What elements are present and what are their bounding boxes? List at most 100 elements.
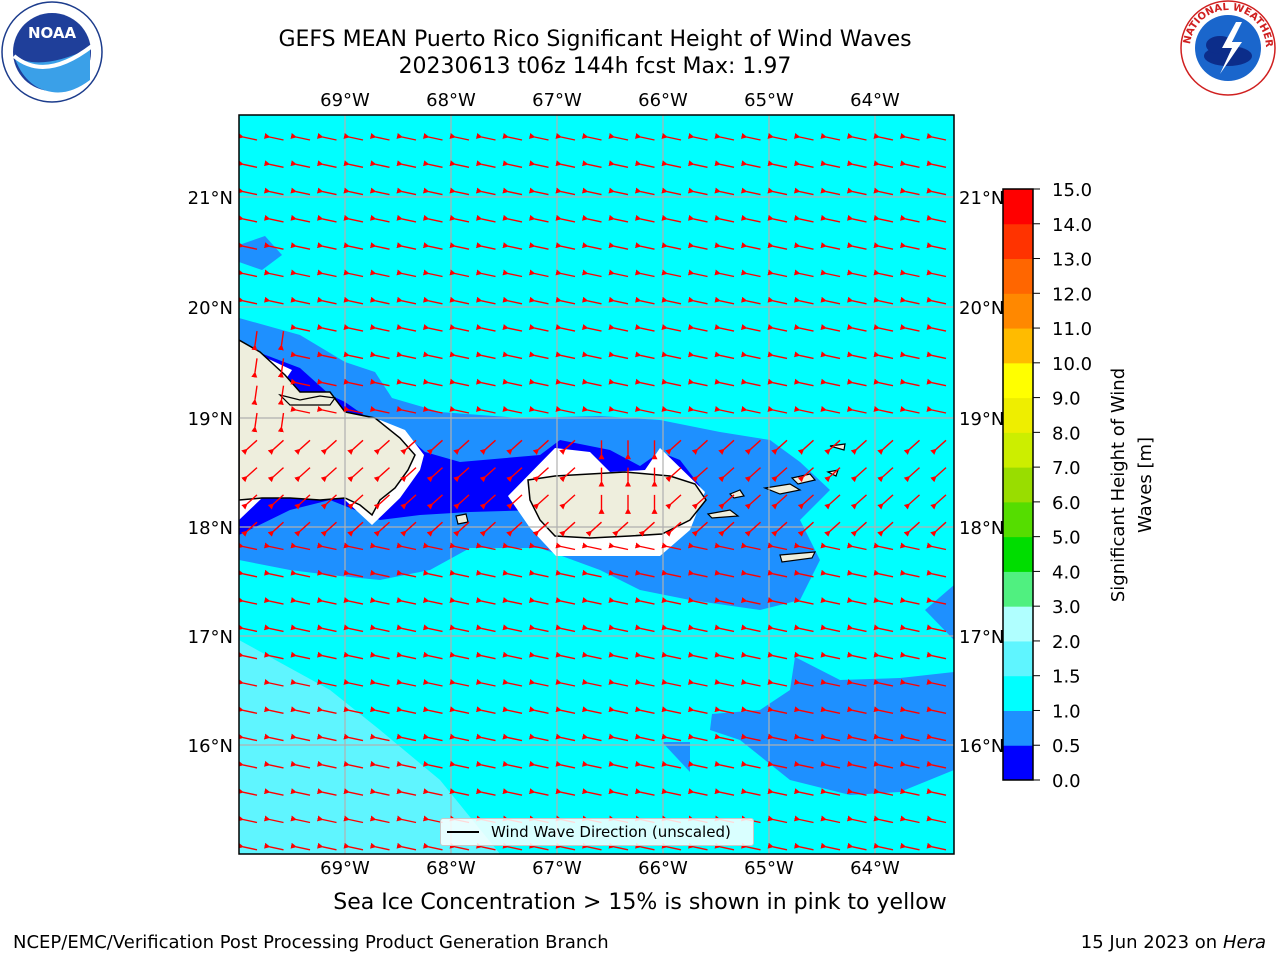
wind-wave-arrow bbox=[241, 521, 258, 537]
wind-wave-arrow bbox=[767, 406, 788, 414]
wind-wave-arrow bbox=[316, 706, 337, 714]
wind-wave-arrow bbox=[793, 296, 814, 305]
wind-wave-arrow bbox=[422, 842, 443, 851]
wind-wave-arrow bbox=[793, 842, 814, 851]
wind-wave-arrow bbox=[475, 733, 496, 742]
wind-wave-arrow bbox=[422, 296, 443, 305]
wind-wave-arrow bbox=[475, 597, 496, 605]
wind-wave-arrow bbox=[502, 842, 523, 851]
wind-wave-arrow bbox=[396, 569, 417, 578]
wind-wave-arrow bbox=[771, 467, 788, 483]
wind-wave-arrow bbox=[767, 788, 788, 796]
lat-ticks-left: 21°N 20°N 19°N 18°N 17°N 16°N bbox=[188, 188, 233, 757]
wind-wave-arrow bbox=[343, 815, 364, 824]
wind-wave-arrow bbox=[740, 214, 761, 223]
wind-wave-arrow bbox=[343, 324, 364, 332]
wind-wave-arrow bbox=[555, 706, 576, 714]
colorbar-tick-label: 0.0 bbox=[1052, 771, 1081, 792]
wind-wave-arrow bbox=[449, 406, 470, 414]
wind-wave-arrow bbox=[290, 133, 311, 141]
wind-wave-arrow bbox=[612, 521, 629, 537]
wind-wave-arrow bbox=[873, 133, 894, 141]
wind-wave-arrow bbox=[343, 597, 364, 605]
wind-wave-arrow bbox=[263, 569, 284, 578]
wind-wave-arrow bbox=[661, 679, 682, 687]
wind-wave-arrow bbox=[581, 706, 602, 714]
wind-wave-arrow bbox=[899, 187, 920, 196]
wind-wave-arrow bbox=[744, 521, 761, 537]
wind-wave-arrow bbox=[846, 324, 867, 332]
wind-wave-arrow bbox=[899, 542, 920, 551]
wind-wave-arrow bbox=[528, 296, 549, 305]
wind-wave-arrow bbox=[740, 624, 761, 633]
wind-wave-arrow bbox=[714, 242, 735, 250]
wind-wave-arrow bbox=[422, 242, 443, 250]
wind-wave-arrow bbox=[241, 467, 258, 483]
wind-wave-arrow bbox=[687, 324, 708, 332]
wind-wave-arrow bbox=[714, 269, 735, 278]
wind-wave-arrow bbox=[475, 788, 496, 796]
wind-wave-arrow bbox=[555, 378, 576, 387]
wind-wave-arrow bbox=[661, 214, 682, 223]
wind-wave-arrow bbox=[661, 406, 682, 414]
wind-wave-arrow bbox=[422, 597, 443, 605]
wind-wave-arrow bbox=[634, 679, 655, 687]
wind-wave-arrow bbox=[396, 160, 417, 168]
wind-wave-arrow bbox=[449, 133, 470, 141]
wind-wave-arrow bbox=[820, 651, 841, 660]
wind-wave-arrow bbox=[899, 242, 920, 250]
wind-wave-arrow bbox=[449, 733, 470, 742]
wind-wave-arrow bbox=[316, 815, 337, 824]
wind-wave-arrow bbox=[638, 521, 655, 537]
wind-wave-arrow bbox=[691, 521, 708, 537]
wind-wave-arrow bbox=[449, 624, 470, 633]
wind-wave-arrow bbox=[449, 378, 470, 387]
wind-wave-arrow bbox=[263, 624, 284, 633]
wind-wave-arrow bbox=[899, 651, 920, 660]
wind-wave-arrow bbox=[634, 406, 655, 414]
wind-wave-arrow bbox=[740, 733, 761, 742]
wind-wave-arrow bbox=[528, 842, 549, 851]
wind-wave-arrow bbox=[239, 214, 258, 223]
wind-wave-arrow bbox=[369, 815, 390, 824]
wind-wave-arrow bbox=[479, 521, 496, 537]
wind-wave-arrow bbox=[343, 788, 364, 796]
wind-wave-arrow bbox=[793, 242, 814, 250]
colorbar-swatch bbox=[1003, 571, 1033, 607]
wind-wave-arrow bbox=[475, 842, 496, 851]
svg-text:19°N: 19°N bbox=[959, 409, 1004, 430]
wind-wave-arrow bbox=[824, 494, 841, 510]
wind-wave-arrow bbox=[290, 187, 311, 196]
wind-wave-arrow bbox=[528, 351, 549, 360]
wind-wave-arrow bbox=[661, 706, 682, 714]
wind-wave-arrow bbox=[661, 133, 682, 141]
wind-wave-arrow bbox=[400, 521, 417, 537]
wind-wave-arrow bbox=[422, 160, 443, 168]
lon-ticks-bottom: 69°W 68°W 67°W 66°W 65°W 64°W bbox=[320, 858, 900, 879]
wind-wave-arrow bbox=[422, 269, 443, 278]
wind-wave-arrow bbox=[426, 521, 443, 537]
wind-wave-arrow bbox=[767, 242, 788, 250]
wind-wave-arrow bbox=[263, 842, 284, 851]
wind-wave-arrow bbox=[453, 439, 470, 455]
wind-wave-arrow bbox=[316, 842, 337, 851]
wind-wave-arrow bbox=[396, 788, 417, 796]
noaa-logo: NOAA bbox=[1, 1, 103, 103]
wind-wave-arrow bbox=[479, 494, 496, 510]
wind-wave-arrow bbox=[661, 788, 682, 796]
wind-wave-arrow bbox=[502, 406, 523, 414]
wind-wave-arrow bbox=[899, 788, 920, 796]
wind-wave-arrow bbox=[767, 187, 788, 196]
wind-wave-arrow bbox=[290, 706, 311, 714]
wind-wave-arrow bbox=[316, 133, 337, 141]
map-area[interactable] bbox=[239, 115, 954, 854]
wind-wave-arrow bbox=[581, 269, 602, 278]
svg-text:19°N: 19°N bbox=[188, 409, 233, 430]
wind-wave-arrow bbox=[290, 296, 311, 305]
wind-wave-arrow bbox=[581, 569, 602, 578]
wind-wave-arrow bbox=[263, 296, 284, 305]
wind-wave-arrow bbox=[475, 133, 496, 141]
svg-text:66°W: 66°W bbox=[638, 90, 688, 111]
wind-wave-arrow bbox=[475, 624, 496, 633]
wind-wave-arrow bbox=[873, 242, 894, 250]
